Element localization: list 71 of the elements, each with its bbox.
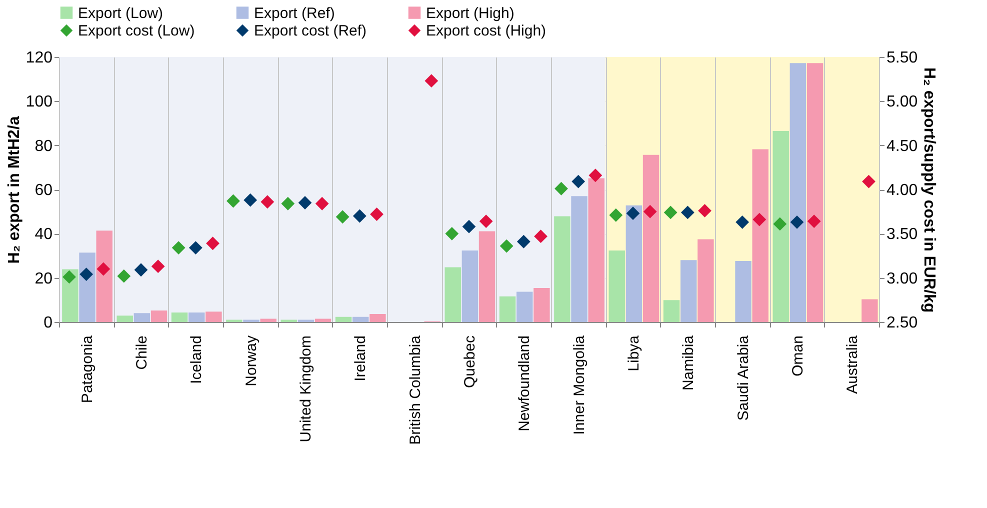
bar [499,296,516,322]
x-tick-label: Australia [844,334,862,394]
legend-label: Export cost (High) [426,22,546,40]
y-tick-label: 80 [34,138,53,155]
bar [79,252,96,322]
y2-tick-label: 4.00 [886,182,918,199]
legend-label: Export (High) [426,4,514,22]
x-tick-label: British Columbia [406,334,424,445]
bar [96,230,112,322]
bar [534,288,550,322]
legend-label: Export (Low) [78,4,164,22]
y-tick-label: 120 [26,50,53,66]
bar [806,63,824,322]
y2-tick-label: 3.50 [886,226,918,244]
bar [134,313,150,322]
y-axis-title: H₂ export in MtH2/a [6,116,23,264]
x-tick-label: Namibia [680,334,698,391]
bar [588,178,604,322]
y2-axis-title: H₂ export/supply cost in EUR/kg [920,67,938,313]
legend-label: Export cost (Ref) [254,22,367,40]
x-tick-label: Libya [626,334,642,372]
bar [862,299,878,322]
bar [444,267,461,322]
y-tick-label: 100 [26,94,53,111]
bar [735,261,752,322]
bar [462,250,478,322]
x-tick-label: Patagonia [78,334,96,404]
y2-tick-label: 4.50 [886,138,918,155]
bar [352,316,369,322]
y-tick-label: 20 [34,270,53,288]
y-tick-label: 0 [44,314,53,332]
legend-label: Export (Ref) [254,4,335,22]
x-tick-label: Oman [790,336,806,376]
bar [370,314,386,322]
bar [171,312,188,322]
bar [571,196,588,322]
bar [260,318,276,322]
bar [516,292,533,322]
x-tick-label: Ireland [352,336,370,382]
bar [698,239,714,322]
x-tick-label: Chile [134,336,150,370]
bar [314,318,332,322]
bar [663,300,680,322]
x-tick-label: Saudi Arabia [734,334,752,421]
bar [150,310,168,322]
x-tick-label: Inner Mongolia [570,334,588,435]
y2-tick-label: 3.00 [886,270,918,288]
x-tick-label: Iceland [188,336,206,384]
y2-tick-label: 5.50 [886,50,918,66]
x-tick-label: Quebec [462,335,478,388]
y-tick-label: 40 [34,226,53,244]
bar [554,216,570,322]
x-tick-label: Norway [242,335,260,386]
bar [752,149,768,322]
y-tick-label: 60 [34,182,53,199]
bar [626,205,642,322]
bar [478,231,496,322]
bar [116,316,133,322]
bar [790,63,806,322]
legend-label: Export cost (Low) [78,22,195,40]
bar [772,130,789,322]
bar [188,312,205,322]
x-tick-label: United Kingdom [298,336,314,442]
bar [335,316,352,322]
bar [608,250,625,322]
y2-tick-label: 5.00 [886,94,918,111]
bar [680,260,697,322]
x-tick-label: Newfoundland [516,336,534,432]
bar [642,154,660,322]
y2-tick-label: 2.50 [886,314,918,332]
bar [206,312,222,322]
